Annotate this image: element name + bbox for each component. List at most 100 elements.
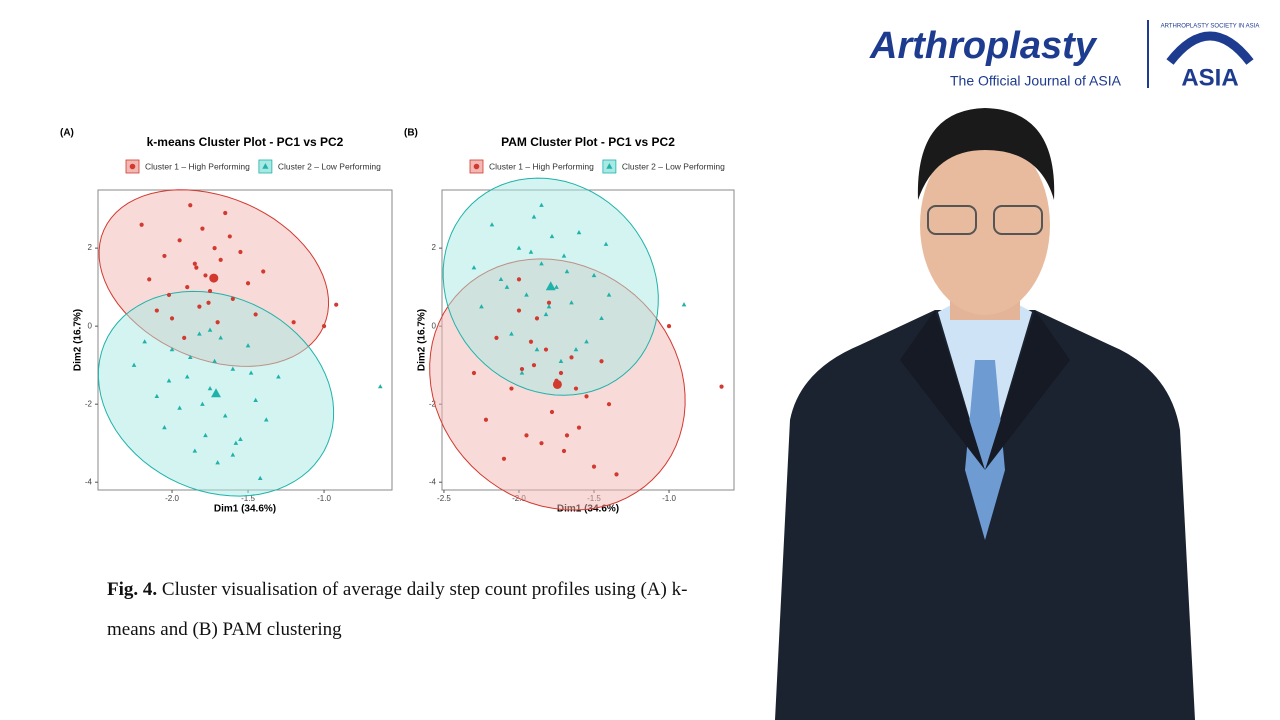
- legend-label: Cluster 1 – High Performing: [489, 161, 594, 171]
- y-tick-label: -4: [429, 477, 437, 486]
- point: [230, 452, 236, 457]
- point: [207, 386, 213, 391]
- logo-subtitle: The Official Journal of ASIA: [950, 73, 1122, 89]
- point: [238, 249, 243, 255]
- point: [192, 448, 198, 453]
- point: [471, 370, 477, 376]
- point: [223, 210, 228, 216]
- point: [212, 358, 217, 363]
- point: [215, 320, 220, 325]
- point: [509, 331, 514, 336]
- point: [276, 374, 281, 379]
- point: [230, 296, 235, 301]
- point: [377, 384, 383, 389]
- x-tick-label: -1.0: [662, 494, 676, 503]
- point: [253, 397, 258, 402]
- point: [471, 265, 477, 270]
- point: [546, 304, 552, 309]
- point: [614, 472, 619, 477]
- point: [261, 269, 266, 274]
- point: [197, 304, 202, 309]
- point: [245, 281, 251, 286]
- point: [564, 269, 570, 274]
- logo: Arthroplasty The Official Journal of ASI…: [869, 20, 1259, 91]
- logo-title: Arthroplasty: [869, 25, 1098, 67]
- point: [147, 277, 152, 282]
- point: [188, 203, 193, 208]
- point: [531, 363, 537, 368]
- point: [576, 230, 582, 235]
- x-tick-label: -2.0: [165, 494, 179, 503]
- point: [494, 335, 499, 340]
- point: [564, 433, 570, 438]
- point: [182, 335, 187, 340]
- point: [483, 417, 489, 422]
- point: [573, 347, 579, 352]
- point: [207, 288, 213, 294]
- point: [606, 402, 612, 407]
- point: [139, 222, 144, 227]
- point: [257, 475, 263, 480]
- society-name: ARTHROPLASTY SOCIETY IN ASIA: [1161, 24, 1260, 30]
- legend-label: Cluster 2 – Low Performing: [278, 161, 381, 171]
- point: [169, 316, 175, 321]
- point: [321, 324, 327, 329]
- point: [479, 304, 484, 309]
- point: [501, 456, 507, 461]
- y-tick-label: -2: [85, 399, 93, 408]
- y-tick-label: -2: [429, 399, 437, 408]
- panel-label: (B): [404, 128, 418, 139]
- point: [546, 300, 552, 305]
- centroid: [545, 281, 556, 291]
- point: [528, 249, 534, 254]
- point: [253, 312, 258, 317]
- point: [154, 393, 160, 399]
- point: [230, 366, 236, 371]
- point: [606, 292, 612, 297]
- y-tick-label: 0: [88, 321, 93, 330]
- point: [516, 277, 522, 282]
- society-short: ASIA: [1181, 64, 1238, 91]
- y-axis-label: Dim2 (16.7%): [417, 309, 428, 371]
- point: [591, 464, 597, 469]
- point: [561, 253, 567, 258]
- point: [263, 417, 269, 422]
- point: [197, 331, 202, 336]
- point: [203, 432, 208, 438]
- point: [238, 436, 243, 441]
- x-tick-label: -1.5: [241, 494, 255, 503]
- point: [509, 386, 514, 391]
- point: [599, 315, 604, 321]
- legend-marker: [129, 163, 136, 170]
- point: [227, 234, 232, 239]
- legend-label: Cluster 1 – High Performing: [145, 161, 250, 171]
- y-tick-label: 0: [432, 321, 437, 330]
- point: [131, 362, 137, 367]
- point: [200, 401, 205, 406]
- point: [215, 460, 220, 465]
- point: [504, 284, 510, 289]
- point: [207, 327, 213, 332]
- centroid: [209, 273, 219, 283]
- point: [603, 241, 609, 246]
- point: [184, 374, 190, 379]
- point: [519, 366, 525, 372]
- panel-label: (A): [60, 128, 74, 139]
- point: [185, 285, 190, 290]
- point: [194, 265, 199, 270]
- legend-label: Cluster 2 – Low Performing: [622, 161, 725, 171]
- presenter: [775, 108, 1195, 720]
- point: [218, 335, 223, 340]
- point: [169, 347, 175, 352]
- point: [528, 339, 534, 344]
- point: [291, 320, 296, 325]
- point: [200, 226, 205, 231]
- legend-marker: [262, 163, 269, 169]
- point: [187, 354, 193, 360]
- logo-arch: [1166, 31, 1254, 65]
- point: [719, 384, 724, 389]
- point: [162, 253, 167, 259]
- point: [203, 273, 208, 278]
- point: [177, 238, 182, 243]
